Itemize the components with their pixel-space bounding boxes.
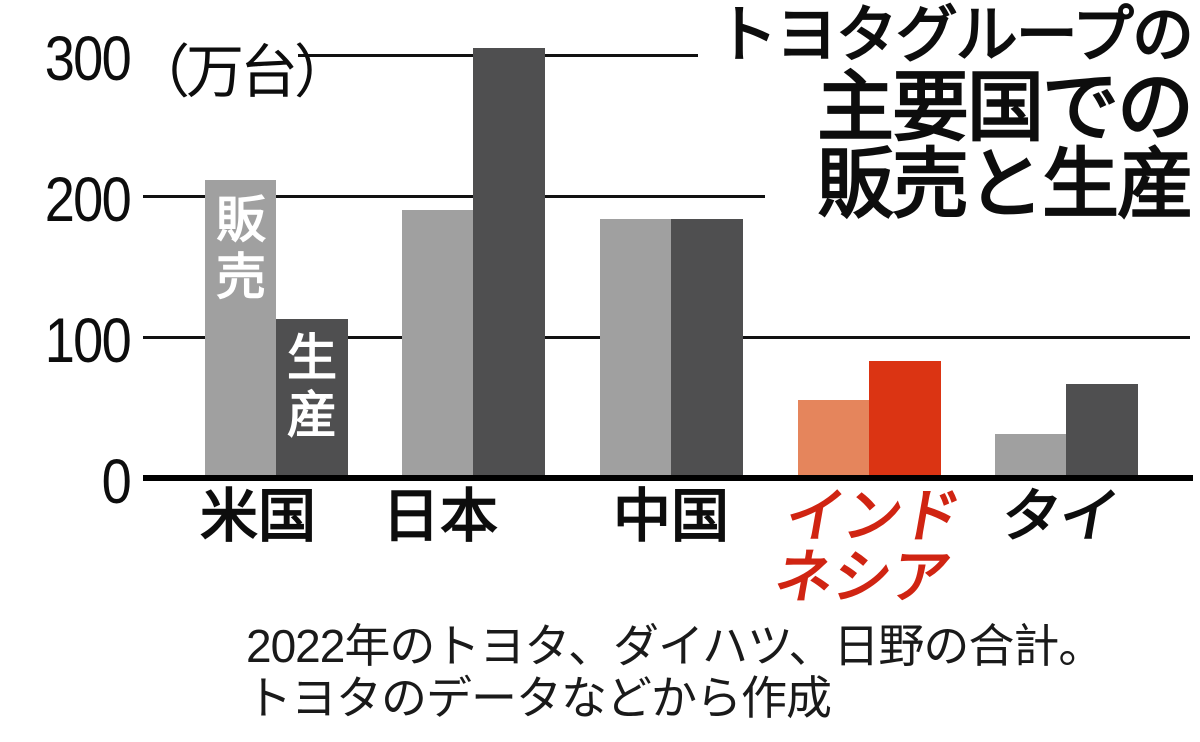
x-axis-line	[143, 475, 1193, 481]
series-label-sales: 販売	[216, 192, 266, 305]
bar-production-1	[276, 318, 348, 478]
bar-production-3	[671, 218, 743, 478]
category-label-1: 米国	[199, 484, 317, 549]
source-note: 2022年のトヨタ、ダイハツ、日野の合計。 トヨタのデータなどから作成	[246, 620, 1104, 724]
bar-sales-2	[402, 210, 473, 478]
chart-title: トヨタグループの 主要国での 販売と生産	[715, 1, 1194, 228]
chart-title-line1: トヨタグループの	[715, 1, 1194, 70]
y-tick-300: 300	[44, 24, 132, 94]
category-label-3: 中国	[612, 484, 730, 549]
bar-sales-3	[600, 218, 671, 478]
y-tick-100: 100	[44, 306, 132, 376]
bar-sales-1	[205, 180, 276, 478]
chart-title-line2: 主要国での	[817, 65, 1194, 151]
chart-title-line3: 販売と生産	[817, 142, 1194, 228]
bar-production-2	[473, 47, 545, 478]
category-label-2: 日本	[381, 484, 499, 549]
y-tick-200: 200	[44, 165, 132, 235]
gridline-200	[143, 195, 765, 198]
series-label-production: 生産	[287, 330, 337, 443]
y-axis-unit-label: （万台）	[132, 40, 352, 105]
source-note-line1: 2022年のトヨタ、ダイハツ、日野の合計。	[246, 620, 1104, 672]
category-label-4: インド ネシア	[769, 484, 967, 610]
bar-production-5	[1066, 383, 1138, 478]
category-label-5: タイ	[996, 484, 1124, 549]
source-note-line2: トヨタのデータなどから作成	[246, 672, 832, 724]
bar-production-4	[869, 360, 941, 478]
bar-sales-5	[995, 434, 1066, 478]
bar-sales-4	[798, 400, 869, 478]
y-tick-0: 0	[101, 447, 132, 517]
